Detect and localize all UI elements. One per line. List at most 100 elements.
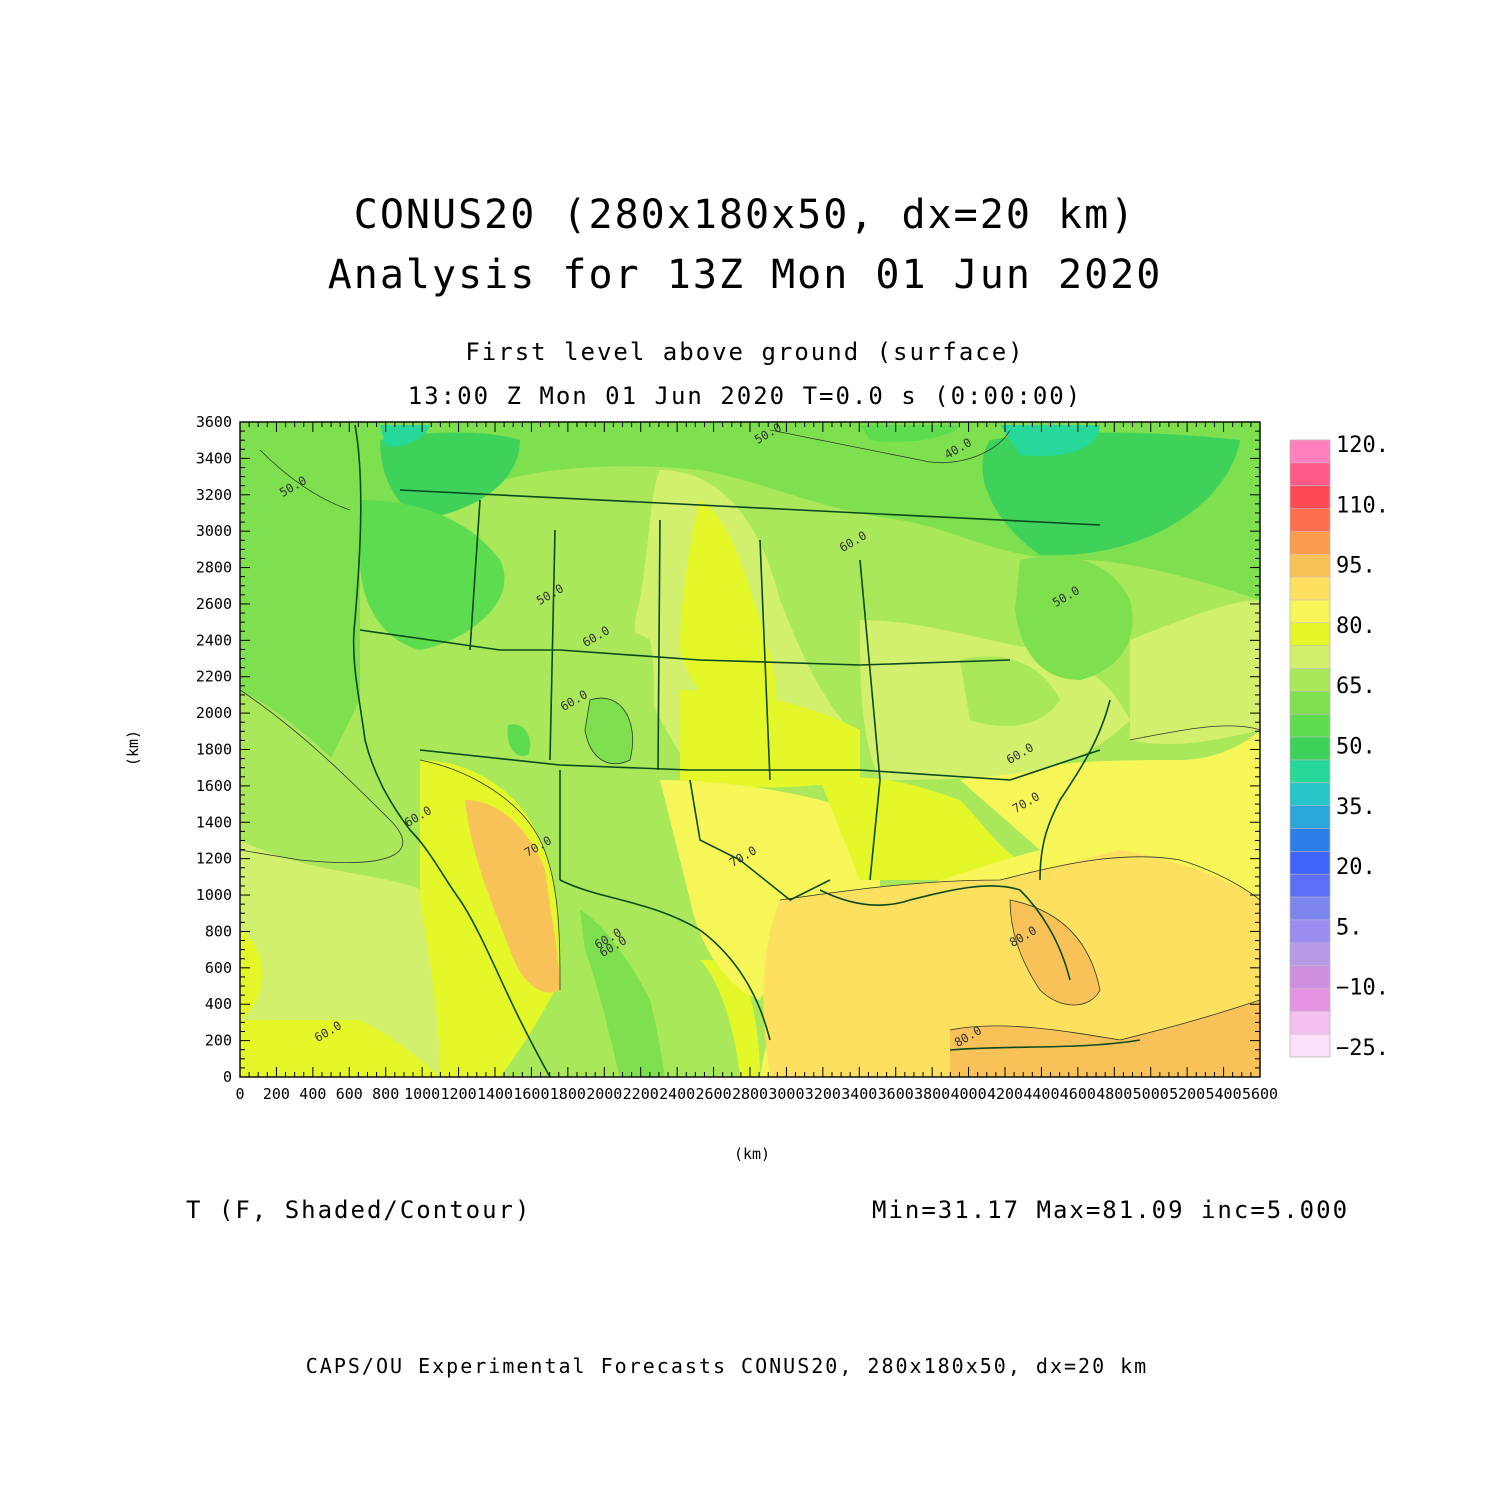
x-axis-label: (km): [734, 1145, 770, 1163]
colorbar-swatch: [1290, 737, 1330, 761]
contour-line: [779, 856, 1260, 901]
state-line-idaho: [469, 499, 481, 651]
colorbar-swatch: [1290, 440, 1330, 464]
field-caribbean-hot: [950, 1000, 1260, 1077]
y-tick-label: 3200: [196, 486, 232, 504]
x-tick-label: 3000: [768, 1085, 804, 1103]
colorbar-swatch: [1290, 1034, 1330, 1058]
colorbar-frame: [1289, 439, 1331, 1058]
gulf-coast-line: [819, 885, 1071, 981]
canada-border-line: [399, 489, 1101, 526]
y-tick-label: 2200: [196, 668, 232, 686]
colorbar-swatch: [1290, 714, 1330, 738]
colorbar-swatch: [1290, 919, 1330, 944]
credit-footer: CAPS/OU Experimental Forecasts CONUS20, …: [305, 1354, 1149, 1378]
field-stats: Min=31.17 Max=81.09 inc=5.000: [872, 1196, 1350, 1224]
state-line-plains-west: [657, 519, 661, 771]
field-dakotas-warm: [680, 500, 776, 720]
contour-line: [949, 999, 1260, 1041]
field-canada-west-cold: [380, 432, 520, 520]
y-tick-label: 3000: [196, 522, 232, 540]
y-tick-label: 800: [205, 922, 232, 940]
x-axis: 0 200 400 600 800 1000 1200 1400 1600 1800 2000 220…: [235, 422, 1278, 1103]
colorbar-label: 5.: [1336, 915, 1363, 940]
x-tick-label: 1400: [477, 1085, 513, 1103]
plot-title-line2: Analysis for 13Z Mon 01 Jun 2020: [327, 252, 1163, 298]
y-tick-label: 1200: [196, 850, 232, 868]
colorbar-swatch: [1290, 988, 1330, 1012]
contour-line: [769, 429, 1011, 464]
x-tick-label: 1800: [550, 1085, 586, 1103]
field-pacific-warm-south: [240, 1020, 440, 1077]
plot-subtitle-time: 13:00 Z Mon 01 Jun 2020 T=0.0 s (0:00:00…: [407, 382, 1083, 410]
contour-line: [1129, 725, 1260, 741]
x-tick-label: 1200: [441, 1085, 477, 1103]
x-tick-label: 3400: [841, 1085, 877, 1103]
x-tick-label: 2200: [623, 1085, 659, 1103]
contour-line: [419, 759, 561, 991]
x-tick-label: 2400: [659, 1085, 695, 1103]
y-tick-label: 2400: [196, 631, 232, 649]
field-pacific-mid: [240, 690, 400, 864]
colorbar-label: 95.: [1336, 554, 1376, 579]
colorbar-swatch: [1290, 965, 1330, 989]
colorbar-label: 110.: [1336, 493, 1389, 518]
y-tick-label: 400: [205, 995, 232, 1013]
temperature-field: [240, 422, 1260, 1077]
colorbar-swatch: [1290, 782, 1330, 807]
field-atlantic: [1130, 600, 1260, 745]
x-tick-label: 0: [235, 1085, 244, 1103]
x-tick-label: 600: [336, 1085, 363, 1103]
field-canada-east-cold: [982, 432, 1240, 556]
state-line-utah: [549, 529, 556, 761]
colorbar-swatch: [1290, 645, 1330, 670]
field-colorado-cool: [585, 698, 633, 764]
colorbar-label: 80.: [1336, 614, 1376, 639]
y-tick-label: 1600: [196, 777, 232, 795]
x-tick-label: 5600: [1242, 1085, 1278, 1103]
contour-line: [240, 689, 404, 863]
colorbar-label: 50.: [1336, 735, 1376, 760]
x-tick-label: 2000: [586, 1085, 622, 1103]
colorbar-swatch: [1290, 691, 1330, 715]
field-pacific-warm-patch: [240, 930, 263, 1020]
colorbar-label: 35.: [1336, 795, 1376, 820]
field-texas: [660, 780, 880, 1000]
state-line-mississippi: [859, 559, 881, 881]
colorbar-labels: 120. 110. 95. 80. 65. 50. 35. 20. 5. −10. −25.: [1336, 433, 1389, 1061]
x-tick-label: 5000: [1133, 1085, 1169, 1103]
colorbar-swatch: [1290, 1011, 1330, 1035]
y-tick-label: 0: [223, 1068, 232, 1086]
cuba-outline: [949, 1039, 1141, 1051]
field-canada-east-coldest: [1000, 425, 1100, 457]
x-tick-label: 4600: [1060, 1085, 1096, 1103]
x-tick-label: 5400: [1206, 1085, 1242, 1103]
x-tick-label: 2800: [732, 1085, 768, 1103]
x-tick-label: 3800: [914, 1085, 950, 1103]
field-arizona-hot: [465, 800, 560, 993]
colorbar-swatch: [1290, 485, 1330, 510]
colorbar-label: −10.: [1336, 976, 1389, 1001]
contour-lines: [240, 429, 1260, 1041]
field-utah-cool: [507, 724, 531, 756]
y-axis: 0 200 400 600 800 1000 1200 1400 1600 1800 2000 220…: [196, 413, 1260, 1086]
colorbar-swatch: [1290, 874, 1330, 898]
colorbar-swatch: [1290, 531, 1330, 555]
y-tick-label: 2600: [196, 595, 232, 613]
y-tick-label: 1800: [196, 741, 232, 759]
colorbar-swatch: [1290, 897, 1330, 921]
boundary-lines: [352, 424, 1141, 1077]
west-coast-line: [352, 424, 551, 1077]
colorbar-swatch: [1290, 622, 1330, 647]
x-tick-label: 5200: [1169, 1085, 1205, 1103]
x-tick-label: 800: [372, 1085, 399, 1103]
colorbar-swatch: [1290, 828, 1330, 852]
variable-label: T (F, Shaded/Contour): [186, 1196, 532, 1224]
field-gulf: [763, 850, 1260, 1077]
y-tick-label: 1000: [196, 886, 232, 904]
y-tick-label: 2800: [196, 559, 232, 577]
field-appalachians: [960, 656, 1060, 726]
plot-subtitle-level: First level above ground (surface): [465, 338, 1025, 366]
x-tick-label: 1000: [404, 1085, 440, 1103]
field-gulf-states: [820, 777, 1020, 880]
